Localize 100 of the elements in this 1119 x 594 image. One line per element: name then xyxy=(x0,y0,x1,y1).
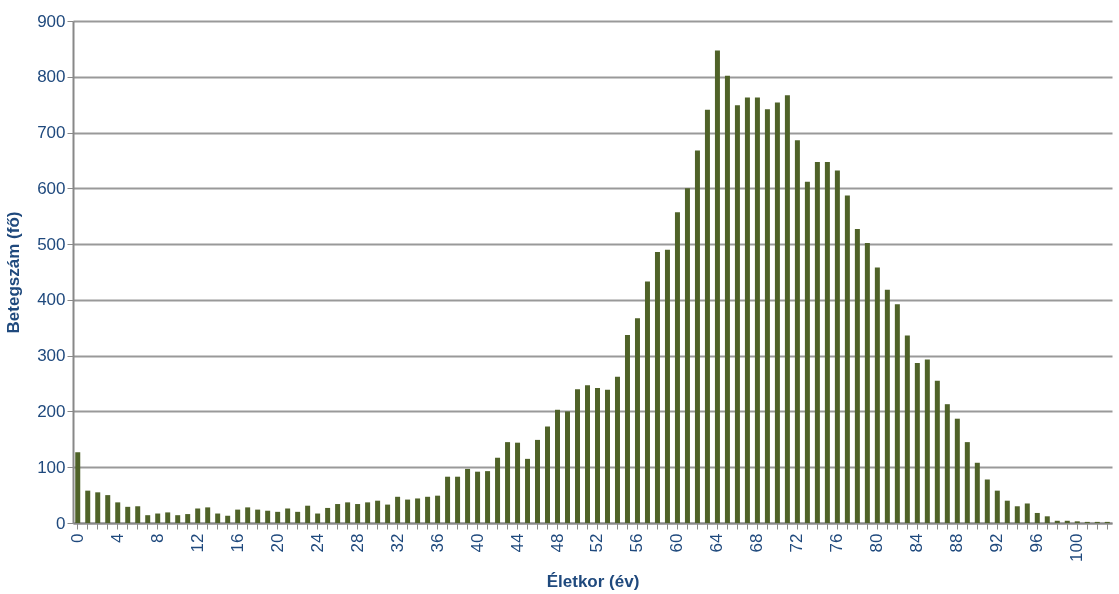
x-tick-label: 20 xyxy=(267,533,287,553)
bar xyxy=(205,507,211,523)
x-tick-label: 80 xyxy=(867,533,887,553)
bar xyxy=(505,442,511,523)
bar xyxy=(1004,500,1010,523)
x-tick-label: 84 xyxy=(907,533,927,553)
bar xyxy=(1024,503,1030,523)
y-tick-label: 300 xyxy=(37,346,66,366)
bar xyxy=(385,504,391,523)
bar xyxy=(644,281,650,523)
x-tick-label: 32 xyxy=(387,533,407,553)
bar xyxy=(325,507,331,523)
x-tick-label: 76 xyxy=(827,533,847,553)
bar xyxy=(85,490,91,523)
bar xyxy=(375,500,381,523)
bar xyxy=(465,468,471,523)
x-tick-label: 60 xyxy=(667,533,687,553)
x-tick-label: 12 xyxy=(187,533,207,553)
bar xyxy=(295,511,301,523)
bar xyxy=(555,409,561,523)
bar xyxy=(844,195,850,523)
bar xyxy=(285,508,291,523)
bar xyxy=(475,471,481,523)
bar xyxy=(515,442,521,523)
bar xyxy=(694,150,700,523)
bar xyxy=(145,515,151,523)
bar xyxy=(455,476,461,523)
bar xyxy=(754,97,760,523)
bar xyxy=(75,452,81,523)
bar xyxy=(1044,516,1050,523)
x-tick-label: 4 xyxy=(107,533,127,543)
bar xyxy=(345,502,351,523)
x-tick-label: 48 xyxy=(547,533,567,553)
bar xyxy=(854,229,860,523)
bar xyxy=(984,479,990,523)
bar xyxy=(794,140,800,523)
x-tick-label: 8 xyxy=(147,533,167,543)
x-tick-label: 24 xyxy=(307,533,327,553)
y-tick-label: 800 xyxy=(37,67,66,87)
bar xyxy=(904,335,910,523)
bar xyxy=(165,512,171,523)
bar xyxy=(664,249,670,523)
bar xyxy=(365,502,371,523)
bar xyxy=(954,418,960,523)
bar xyxy=(545,426,551,523)
bar xyxy=(175,515,181,523)
bar xyxy=(395,496,401,523)
y-tick-label: 600 xyxy=(37,178,66,198)
x-tick-label: 36 xyxy=(427,533,447,553)
x-tick-label: 16 xyxy=(227,533,247,553)
bar xyxy=(624,335,630,523)
x-axis-title: Életkor (év) xyxy=(546,571,640,591)
bar xyxy=(864,243,870,523)
bar xyxy=(425,496,431,523)
bar xyxy=(934,380,940,523)
bar xyxy=(415,498,421,523)
x-tick-label: 64 xyxy=(707,533,727,553)
bar xyxy=(305,505,311,523)
bar xyxy=(774,102,780,523)
x-tick-label: 0 xyxy=(67,533,87,543)
x-tick-label: 68 xyxy=(747,533,767,553)
bar xyxy=(964,442,970,523)
bar xyxy=(95,492,101,523)
bar xyxy=(704,109,710,523)
bar xyxy=(924,359,930,523)
bar xyxy=(724,75,730,523)
bar xyxy=(405,499,411,523)
bar xyxy=(595,388,600,523)
bar xyxy=(565,411,571,523)
bar xyxy=(445,476,451,523)
bar xyxy=(974,462,980,523)
x-tick-label: 52 xyxy=(587,533,607,553)
x-tick-label: 40 xyxy=(467,533,487,553)
bar xyxy=(135,506,141,523)
x-tick-label: 92 xyxy=(987,533,1007,553)
bar xyxy=(575,389,581,523)
bar xyxy=(884,289,890,523)
y-tick-label: 700 xyxy=(37,123,66,143)
bar xyxy=(535,439,541,523)
bar xyxy=(315,513,321,523)
bar xyxy=(784,95,790,523)
bar xyxy=(215,513,221,523)
bar xyxy=(235,509,241,523)
bar xyxy=(525,458,531,523)
y-tick-label: 900 xyxy=(37,11,66,31)
y-tick-label: 200 xyxy=(37,401,66,421)
bar xyxy=(155,513,161,523)
bar xyxy=(1054,520,1060,523)
bar xyxy=(335,504,341,523)
x-tick-label: 100 xyxy=(1067,533,1087,562)
bar xyxy=(1064,520,1070,523)
y-tick-label: 400 xyxy=(37,290,66,310)
bar xyxy=(225,515,231,523)
bar xyxy=(255,509,261,523)
y-tick-label: 100 xyxy=(37,457,66,477)
bar xyxy=(1014,506,1020,523)
bar xyxy=(714,50,720,523)
bar xyxy=(894,304,900,523)
bar xyxy=(604,389,610,523)
bar xyxy=(115,502,121,523)
